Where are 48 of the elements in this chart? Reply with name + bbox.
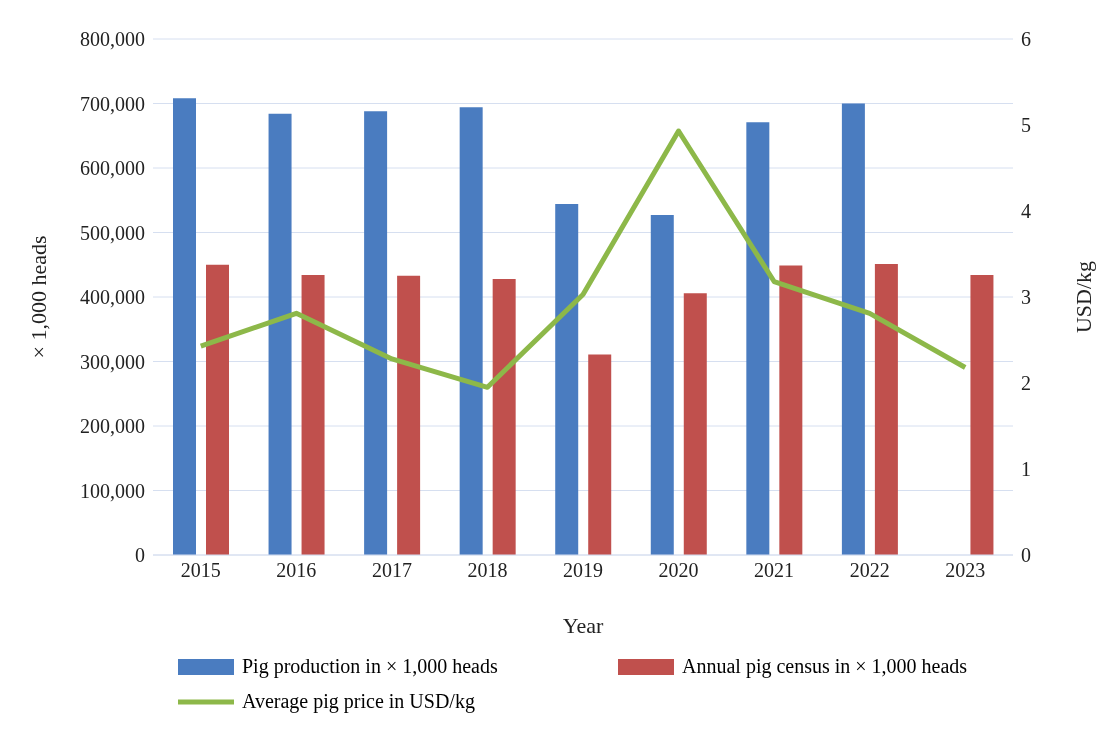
y2-tick-label: 6 (1021, 28, 1031, 51)
bar (364, 111, 388, 555)
x-axis-title: Year (562, 613, 604, 638)
x-tick-label: 2016 (276, 559, 317, 582)
x-tick-label: 2019 (563, 559, 603, 582)
y-tick-label: 200,000 (80, 415, 145, 438)
y2-tick-label: 0 (1021, 544, 1031, 567)
y2-tick-label: 5 (1021, 114, 1031, 137)
y2-tick-label: 2 (1021, 372, 1031, 395)
bar (459, 107, 483, 555)
x-tick-label: 2017 (371, 559, 412, 582)
y-tick-label: 400,000 (80, 286, 145, 309)
y2-axis-title: USD/kg (1070, 260, 1096, 334)
bar (874, 264, 898, 555)
y2-tick-label: 4 (1021, 200, 1031, 223)
bar (841, 103, 865, 555)
y-tick-label: 700,000 (80, 92, 145, 115)
bar (492, 278, 516, 555)
bar (746, 122, 770, 555)
legend-label: Annual pig census in × 1,000 heads (682, 655, 968, 678)
bar (779, 265, 803, 555)
y-tick-label: 0 (135, 544, 145, 567)
x-tick-label: 2022 (849, 559, 890, 582)
y-tick-label: 500,000 (80, 221, 145, 244)
legend-label: Average pig price in USD/kg (242, 690, 475, 713)
bar (588, 354, 612, 555)
y2-tick-label: 1 (1021, 458, 1031, 481)
bar (555, 204, 579, 555)
bar (683, 293, 707, 555)
x-tick-label: 2015 (180, 559, 221, 582)
bar (206, 264, 229, 555)
y-tick-label: 100,000 (80, 479, 145, 502)
bar (301, 275, 325, 555)
x-tick-label: 2020 (658, 559, 699, 582)
x-tick-label: 2023 (945, 559, 986, 582)
legend-label: Pig production in × 1,000 heads (242, 655, 498, 678)
bar (173, 98, 196, 555)
x-tick-label: 2018 (467, 559, 508, 582)
bar (397, 275, 421, 555)
y-tick-label: 800,000 (80, 28, 145, 51)
bar (268, 113, 292, 555)
y2-tick-label: 3 (1021, 286, 1031, 309)
bar (970, 275, 994, 555)
x-tick-label: 2021 (754, 559, 795, 582)
bar (650, 215, 674, 555)
y-tick-label: 600,000 (80, 157, 145, 180)
y-axis-title: × 1,000 heads (25, 235, 51, 359)
y-tick-label: 300,000 (80, 350, 145, 373)
